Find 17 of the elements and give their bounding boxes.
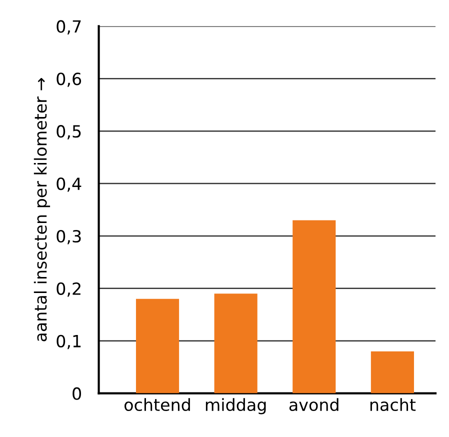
bar [292,220,336,394]
y-tick-label: 0,1 [56,334,81,350]
x-tick-label: avond [289,398,338,412]
bar [370,351,414,394]
y-tick-label: 0,3 [56,230,81,244]
y-tick-label: 0,7 [56,20,81,34]
y-axis-title: aantal insecten per kilometer → [34,78,50,342]
y-tick-label: 0,4 [56,178,82,192]
bar [136,298,180,394]
x-tick-label: nacht [370,398,416,412]
bar [214,294,258,394]
y-tick-label: 0,5 [56,125,81,140]
y-tick-label: 0,2 [56,282,80,297]
x-tick-label: middag [206,398,266,414]
x-tick-label: ochtend [124,398,190,412]
y-tick-label: 0 [72,387,82,400]
y-tick-label: 0,6 [56,72,82,87]
